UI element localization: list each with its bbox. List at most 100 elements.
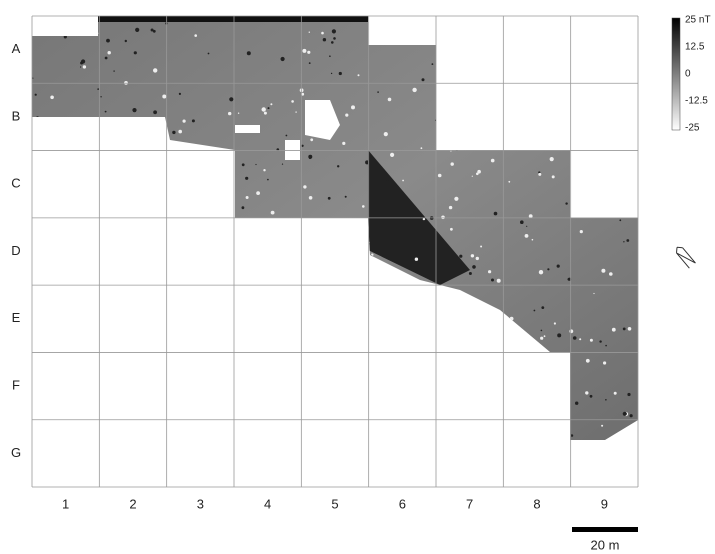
speckle xyxy=(134,51,137,54)
speckle xyxy=(526,226,527,227)
speckle xyxy=(415,258,418,261)
speckle xyxy=(562,80,566,84)
row-label: B xyxy=(12,108,21,123)
speckle xyxy=(425,286,429,290)
speckle xyxy=(93,159,97,163)
speckle xyxy=(314,395,317,398)
column-label: 2 xyxy=(129,496,136,511)
speckle xyxy=(527,335,529,337)
speckle xyxy=(491,159,495,163)
speckle xyxy=(101,306,102,307)
row-label: F xyxy=(12,378,20,393)
speckle xyxy=(547,104,550,107)
speckle xyxy=(538,343,539,344)
speckle xyxy=(565,202,567,204)
scale-label: 20 m xyxy=(591,537,620,552)
speckle xyxy=(590,395,593,398)
speckle xyxy=(512,146,514,148)
speckle xyxy=(271,211,275,215)
row-label: D xyxy=(11,243,20,258)
gap xyxy=(235,125,260,133)
speckle xyxy=(522,127,526,131)
speckle xyxy=(412,88,416,92)
speckle xyxy=(218,213,222,217)
speckle xyxy=(625,109,629,113)
column-label: 3 xyxy=(197,496,204,511)
speckle xyxy=(466,87,470,91)
speckle xyxy=(64,35,67,38)
speckle xyxy=(630,414,633,417)
legend-label: -12.5 xyxy=(685,96,708,107)
speckle xyxy=(292,307,296,311)
speckle xyxy=(593,293,594,294)
speckle xyxy=(112,168,114,170)
speckle xyxy=(102,216,103,217)
north-arrow xyxy=(674,245,696,269)
speckle xyxy=(73,303,75,305)
speckle xyxy=(85,209,87,211)
speckle xyxy=(486,75,489,78)
row-label: G xyxy=(11,445,21,460)
speckle xyxy=(139,164,143,168)
speckle xyxy=(59,281,63,285)
speckle xyxy=(302,366,304,368)
speckle xyxy=(612,328,616,332)
speckle xyxy=(270,303,272,305)
speckle xyxy=(125,40,127,42)
speckle xyxy=(405,354,409,358)
speckle xyxy=(538,349,539,350)
speckle xyxy=(388,316,392,320)
speckle xyxy=(513,388,516,391)
row-label: E xyxy=(12,310,21,325)
speckle xyxy=(635,119,637,121)
speckle xyxy=(157,127,159,129)
speckle xyxy=(227,264,231,268)
speckle xyxy=(392,311,395,314)
speckle xyxy=(228,112,231,115)
speckle xyxy=(268,107,270,109)
speckle xyxy=(632,134,634,136)
speckle xyxy=(141,124,145,128)
speckle xyxy=(623,412,627,416)
column-label: 1 xyxy=(62,496,69,511)
speckle xyxy=(529,446,532,449)
speckle xyxy=(310,271,314,275)
speckle xyxy=(592,20,595,23)
speckle xyxy=(208,298,209,299)
speckle xyxy=(103,119,106,122)
speckle xyxy=(472,443,474,445)
speckle xyxy=(532,239,534,241)
speckle xyxy=(252,253,256,257)
speckle xyxy=(80,66,81,67)
speckle xyxy=(117,167,119,169)
speckle xyxy=(198,334,199,335)
speckle xyxy=(256,191,260,195)
speckle xyxy=(154,356,156,358)
speckle xyxy=(623,210,624,211)
column-label: 7 xyxy=(466,496,473,511)
speckle xyxy=(590,339,593,342)
column-label: 4 xyxy=(264,496,271,511)
speckle xyxy=(627,393,630,396)
speckle xyxy=(449,206,452,209)
speckle xyxy=(494,212,498,216)
speckle xyxy=(413,283,414,284)
speckle xyxy=(331,73,332,74)
speckle xyxy=(450,228,453,231)
speckle xyxy=(116,207,120,211)
speckle xyxy=(508,181,510,183)
speckle xyxy=(539,270,543,274)
speckle xyxy=(254,232,258,236)
speckle xyxy=(525,128,528,131)
speckle xyxy=(342,142,345,145)
speckle xyxy=(331,41,334,44)
speckle xyxy=(328,197,331,200)
speckle xyxy=(39,278,42,281)
colorbar xyxy=(672,18,680,130)
speckle xyxy=(626,172,629,175)
speckle xyxy=(53,408,56,411)
speckle xyxy=(633,112,636,115)
speckle xyxy=(546,456,548,458)
speckle xyxy=(359,401,361,403)
speckle xyxy=(270,103,272,105)
